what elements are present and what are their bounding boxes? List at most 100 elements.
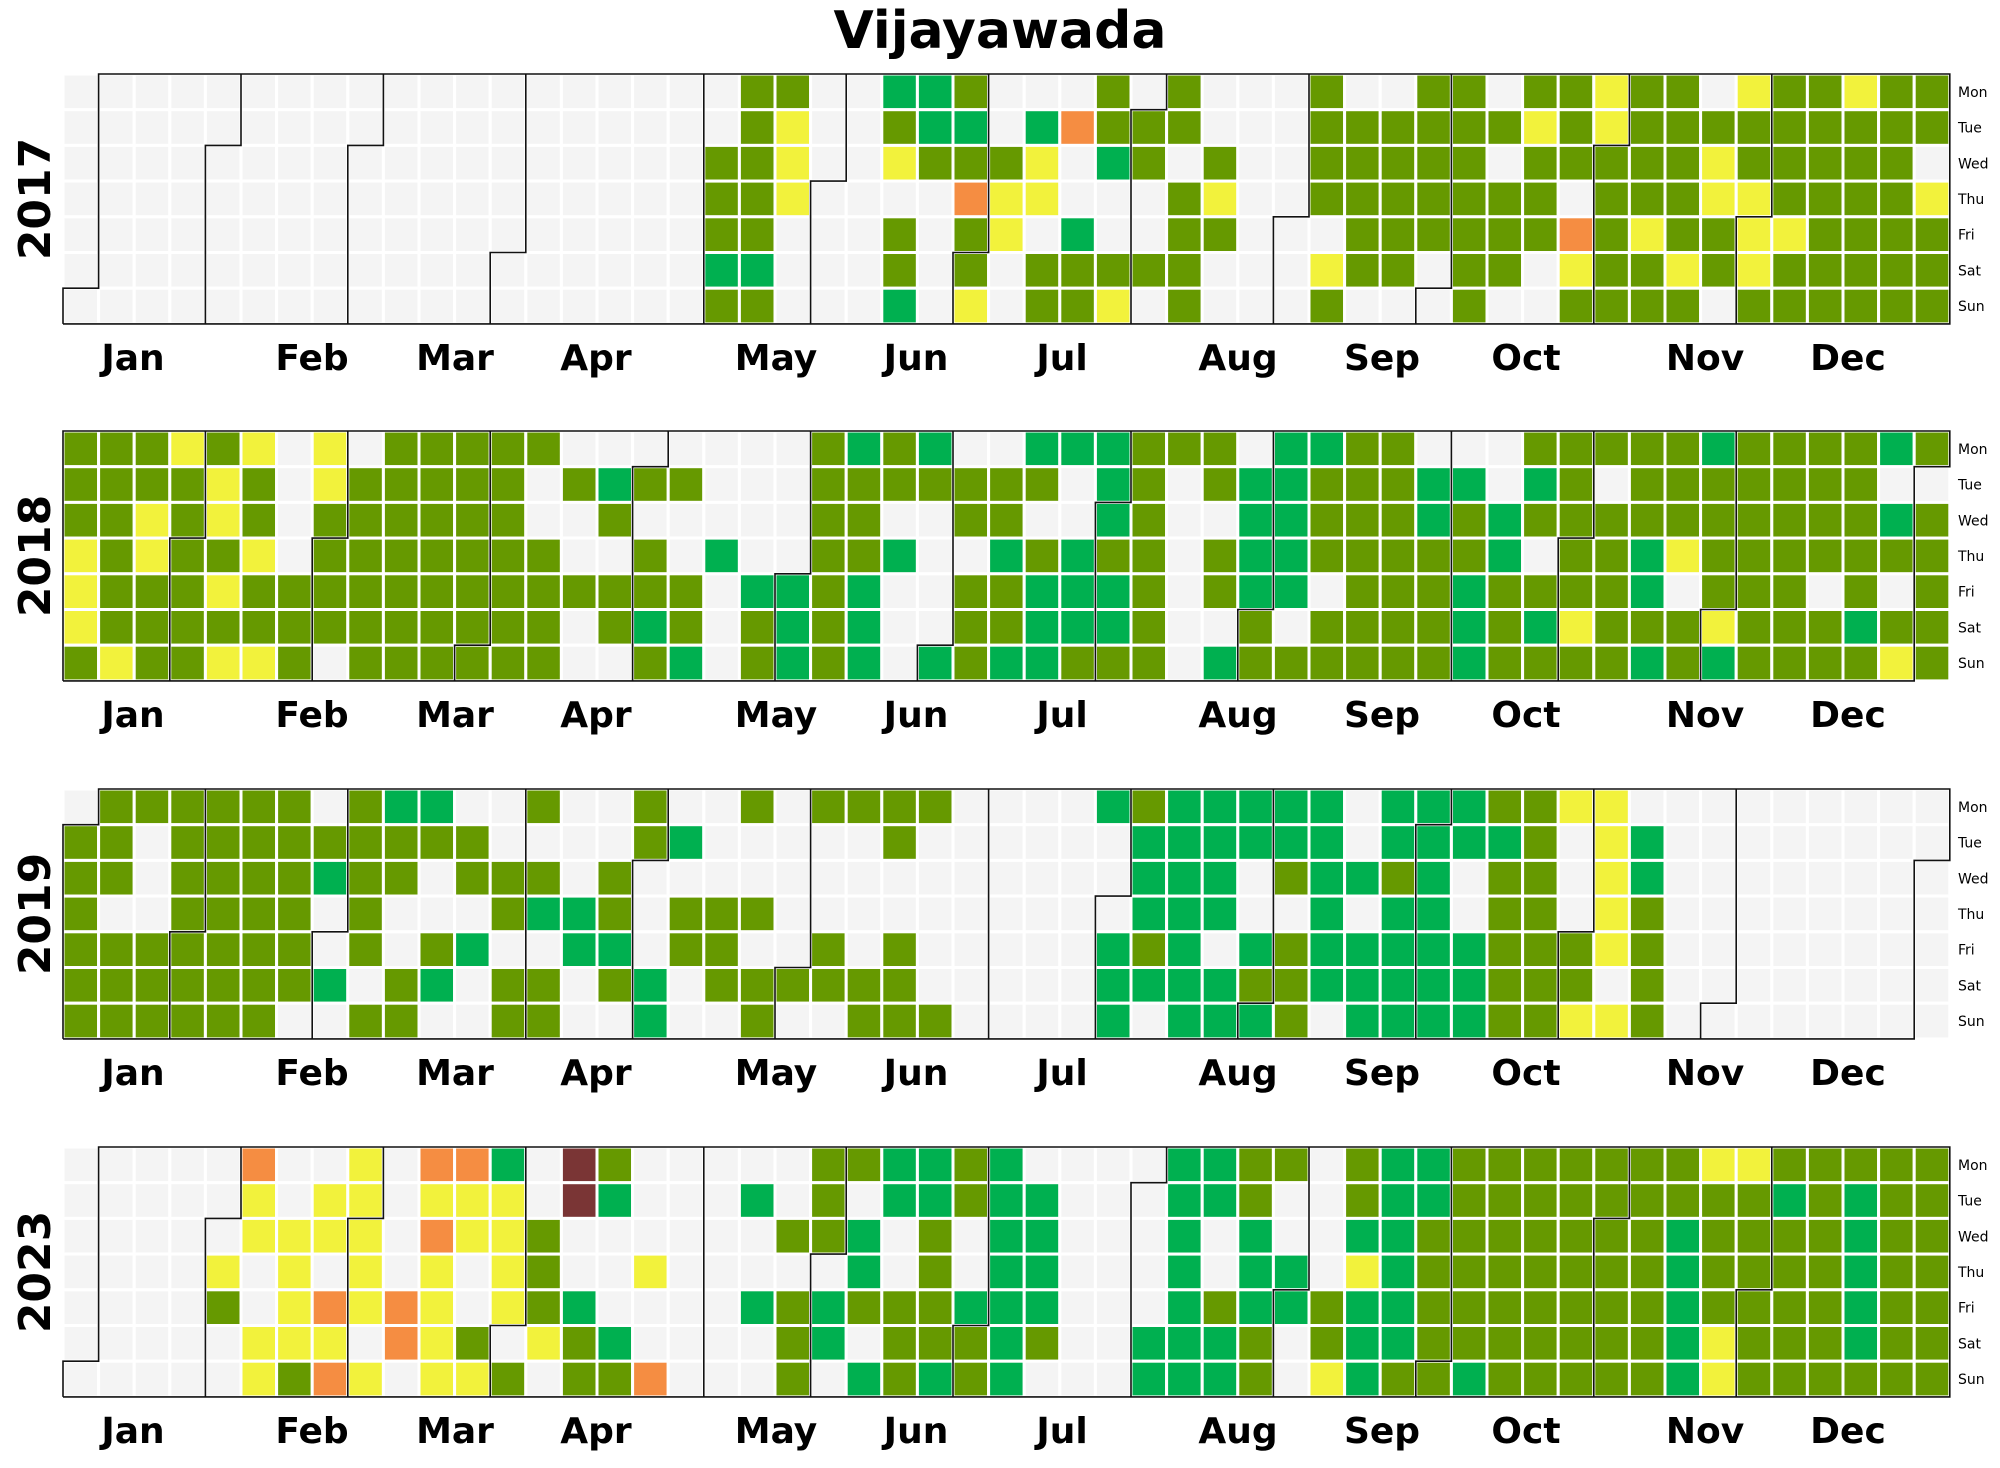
- day-cell: [1877, 1252, 1916, 1292]
- day-cell: [1699, 1288, 1738, 1328]
- day-cell: [1200, 1145, 1240, 1185]
- day-cell: [168, 643, 207, 683]
- day-cell: [1699, 465, 1738, 504]
- day-cell: [1200, 1216, 1240, 1256]
- day-cell: [275, 429, 314, 469]
- day-cell: [346, 572, 385, 611]
- day-cell: [1022, 286, 1062, 326]
- day-cell: [1236, 823, 1275, 862]
- weekday-label: Sat: [1958, 620, 1981, 636]
- day-cell: [1556, 286, 1596, 326]
- day-cell: [1663, 1359, 1703, 1399]
- day-cell: [1805, 1359, 1845, 1399]
- day-cell: [631, 429, 670, 469]
- day-cell: [987, 215, 1026, 255]
- day-cell: [1271, 930, 1311, 969]
- day-cell: [809, 930, 848, 969]
- day-cell: [417, 1181, 457, 1220]
- day-cell: [1841, 572, 1881, 611]
- day-cell: [97, 108, 136, 147]
- weekday-label: Thu: [1957, 1265, 1984, 1281]
- day-cell: [1521, 643, 1560, 683]
- day-cell: [168, 930, 207, 969]
- day-cell: [1521, 465, 1560, 504]
- day-cell: [1022, 787, 1062, 827]
- day-cell: [168, 894, 207, 934]
- day-cell: [524, 1288, 563, 1328]
- day-cell: [1627, 72, 1667, 112]
- day-cell: [417, 1001, 457, 1041]
- day-cell: [595, 251, 635, 290]
- day-cell: [1200, 1181, 1240, 1220]
- day-cell: [346, 465, 385, 504]
- day-cell: [97, 1145, 136, 1185]
- day-cell: [915, 215, 955, 255]
- day-cell: [61, 1324, 101, 1363]
- day-cell: [168, 72, 207, 112]
- day-cell: [1627, 143, 1667, 183]
- day-cell: [1165, 643, 1204, 683]
- day-cell: [275, 1288, 314, 1328]
- day-cell: [844, 143, 884, 183]
- day-cell: [1200, 787, 1240, 827]
- day-cell: [1307, 536, 1347, 576]
- day-cell: [1556, 108, 1596, 147]
- year-outline: [62, 1146, 1951, 1398]
- year-label: 2019: [10, 853, 61, 975]
- day-cell: [773, 643, 813, 683]
- day-cell: [1343, 1359, 1382, 1399]
- month-label: Mar: [416, 1053, 494, 1094]
- month-label: Dec: [1810, 695, 1886, 736]
- day-cell: [1307, 930, 1347, 969]
- day-cell: [1058, 215, 1097, 255]
- day-cell: [1307, 500, 1347, 540]
- day-cell: [631, 572, 670, 611]
- day-cell: [702, 894, 741, 934]
- day-cell: [1414, 1252, 1453, 1292]
- day-cell: [1663, 179, 1703, 219]
- day-cell: [239, 429, 279, 469]
- day-cell: [1236, 1145, 1275, 1185]
- day-cell: [1449, 251, 1489, 290]
- day-cell: [880, 72, 919, 112]
- day-cell: [1627, 1216, 1667, 1256]
- day-cell: [239, 1324, 279, 1363]
- day-cell: [1770, 930, 1809, 969]
- day-cell: [1556, 1324, 1596, 1363]
- day-cell: [168, 1359, 207, 1399]
- day-cell: [737, 1324, 777, 1363]
- day-cell: [1022, 894, 1062, 934]
- day-cell: [1236, 465, 1275, 504]
- day-cell: [239, 500, 279, 540]
- weekday-label: Mon: [1958, 85, 1988, 101]
- day-cell: [381, 215, 421, 255]
- day-cell: [1378, 536, 1418, 576]
- day-cell: [1236, 608, 1275, 647]
- day-cell: [1343, 966, 1382, 1005]
- month-label: Sep: [1344, 695, 1420, 736]
- day-cell: [1485, 179, 1525, 219]
- day-cell: [1378, 465, 1418, 504]
- day-cell: [1627, 572, 1667, 611]
- day-cell: [1378, 1145, 1418, 1185]
- day-cell: [1165, 1288, 1204, 1328]
- day-cell: [203, 1324, 243, 1363]
- day-cell: [61, 251, 101, 290]
- day-cell: [132, 823, 172, 862]
- day-cell: [951, 215, 991, 255]
- day-cell: [453, 1001, 492, 1041]
- day-cell: [203, 72, 243, 112]
- day-cell: [1271, 1324, 1311, 1363]
- day-cell: [631, 1359, 670, 1399]
- weekday-label: Tue: [1957, 121, 1982, 137]
- day-cell: [915, 572, 955, 611]
- day-cell: [1841, 1001, 1881, 1041]
- day-cell: [1485, 108, 1525, 147]
- day-cell: [275, 608, 314, 647]
- day-cell: [702, 858, 741, 898]
- day-cell: [844, 1145, 884, 1185]
- day-cell: [417, 858, 457, 898]
- day-cell: [666, 1252, 706, 1292]
- day-cell: [1343, 1001, 1382, 1041]
